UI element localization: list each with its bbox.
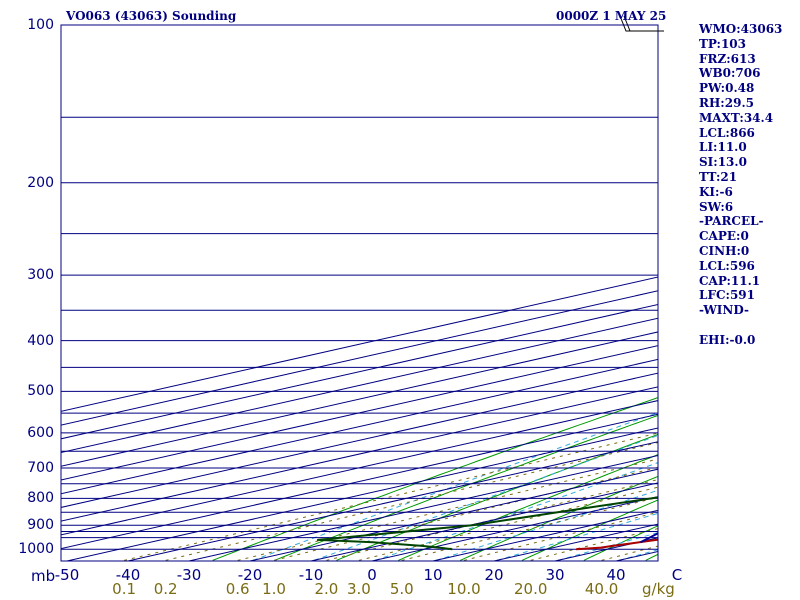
plot-frame — [60, 24, 659, 562]
dry-adiabat-line — [459, 475, 658, 561]
index-entry: LCL:866 — [699, 125, 755, 140]
index-entry: EHI:-0.0 — [699, 332, 756, 347]
isotherm-line — [61, 345, 658, 481]
mixing-ratio-line — [601, 545, 658, 561]
mixing-ratio-tick-label: 10.0 — [447, 580, 481, 598]
temperature-tick-label: C — [671, 566, 683, 584]
mixing-ratio-line — [358, 486, 658, 561]
temperature-tick-label: 20 — [484, 566, 504, 584]
isotherm-line — [61, 386, 658, 522]
isotherm-line — [61, 413, 658, 550]
index-entry: CINH:0 — [699, 243, 750, 258]
index-entry: FRZ:613 — [699, 51, 756, 66]
index-entry: KI:-6 — [699, 184, 733, 199]
index-entry: SW:6 — [699, 199, 734, 214]
index-entry: TT:21 — [699, 169, 738, 184]
wind-staff — [619, 15, 664, 32]
isotherms — [61, 276, 658, 561]
pressure-tick-label: 600 — [27, 424, 54, 441]
pressure-tick-label: 100 — [27, 17, 54, 33]
pressure-tick-label: 800 — [27, 490, 54, 507]
sounding-time: 0000Z 1 MAY 25 — [556, 9, 667, 23]
sounding-title: VO063 (43063) Sounding — [66, 9, 237, 23]
dry-adiabat-line — [336, 433, 658, 561]
isotherm-line — [188, 454, 658, 561]
index-entry — [699, 318, 799, 333]
temperature-tick-label: -30 — [176, 566, 202, 584]
isotherm-line — [61, 276, 658, 412]
isotherm-line — [61, 290, 658, 426]
index-entry: LCL:596 — [699, 258, 755, 273]
index-entry: SI:13.0 — [699, 155, 747, 170]
moist-adiabat-line — [435, 489, 658, 561]
dewpoint-profile — [316, 496, 658, 551]
dry-adiabat-line — [212, 397, 658, 561]
index-entry: MAXT:34.4 — [699, 110, 774, 125]
mixing-ratio-unit-label: g/kg — [642, 580, 675, 598]
moist-adiabat-line — [313, 434, 658, 561]
mixing-ratio-tick-label: 0.1 — [112, 580, 137, 598]
wind-barb — [623, 15, 631, 32]
pressure-tick-label: 1000 — [18, 541, 54, 558]
mixing-ratio-line — [123, 432, 658, 561]
mixing-ratio-tick-label: 3.0 — [346, 580, 371, 598]
temperature-tick-label: 30 — [545, 566, 565, 584]
pressure-tick-label: 900 — [27, 517, 54, 534]
index-entry: LFC:591 — [699, 288, 755, 303]
temperature-profile — [576, 538, 658, 551]
isotherm-line — [66, 427, 658, 561]
temperature-tick-label: -20 — [237, 566, 263, 584]
index-entry: TP:103 — [699, 36, 747, 51]
isotherm-line — [249, 468, 658, 561]
pressure-unit-label: mb — [31, 567, 56, 585]
index-entry: WMO:43063 — [699, 22, 783, 36]
index-entry: RH:29.5 — [699, 95, 754, 110]
isobars — [61, 25, 658, 550]
temperature-tick-label: -10 — [298, 566, 324, 584]
index-entry: WB0:706 — [699, 66, 761, 81]
index-entry: CAPE:0 — [699, 229, 749, 244]
mixing-ratio-lines — [123, 432, 658, 561]
mixing-ratio-tick-label: 40.0 — [584, 580, 619, 598]
isotherm-line — [61, 400, 658, 536]
isotherm-line — [61, 358, 658, 495]
isotherm-line — [61, 372, 658, 508]
mixing-ratio-line — [530, 528, 658, 561]
index-entry: -WIND- — [699, 303, 749, 318]
dry-adiabat-line — [274, 414, 658, 561]
pressure-tick-label: 500 — [27, 383, 54, 400]
moist-adiabats — [252, 412, 658, 561]
wind-flag-marker — [619, 15, 664, 32]
index-entry: -PARCEL- — [699, 214, 764, 229]
temperature-tick-label: -40 — [115, 566, 141, 584]
isotherm-line — [127, 441, 658, 561]
pressure-tick-label: 200 — [27, 174, 54, 191]
index-entry: CAP:11.1 — [699, 273, 761, 288]
mixing-ratio-line — [401, 496, 658, 561]
temperature-tick-label: 10 — [423, 566, 443, 584]
index-entry: LI:11.0 — [699, 140, 747, 155]
moist-adiabat-line — [496, 512, 658, 561]
sounding-profiles — [316, 496, 658, 551]
pressure-tick-label: 300 — [27, 267, 54, 284]
index-entry: PW:0.48 — [699, 81, 755, 96]
temperature-tick-label: -50 — [54, 566, 80, 584]
mixing-ratio-tick-label: 20.0 — [513, 580, 548, 598]
mixing-ratio-line — [273, 466, 658, 561]
pressure-tick-label: 700 — [27, 460, 54, 476]
mixing-ratio-line — [463, 511, 658, 561]
mixing-ratio-tick-label: 0.6 — [225, 580, 250, 598]
pressure-tick-label: 400 — [27, 332, 54, 349]
mixing-ratio-tick-label: 1.0 — [262, 580, 286, 598]
dry-adiabat-line — [521, 499, 658, 561]
temperature-tick-label: 0 — [367, 566, 377, 584]
stability-indices-list: WMO:43063 TP:103 FRZ:613 WB0:706 PW:0.48 RH:2… — [699, 22, 799, 348]
temperature-tick-label: 40 — [606, 566, 626, 584]
moist-adiabat-line — [252, 412, 658, 561]
mixing-ratio-line — [326, 479, 658, 561]
mixing-ratio-tick-label: 2.0 — [314, 580, 339, 598]
mixing-ratio-tick-label: 0.2 — [153, 580, 178, 598]
mixing-ratio-tick-label: 5.0 — [389, 580, 414, 598]
